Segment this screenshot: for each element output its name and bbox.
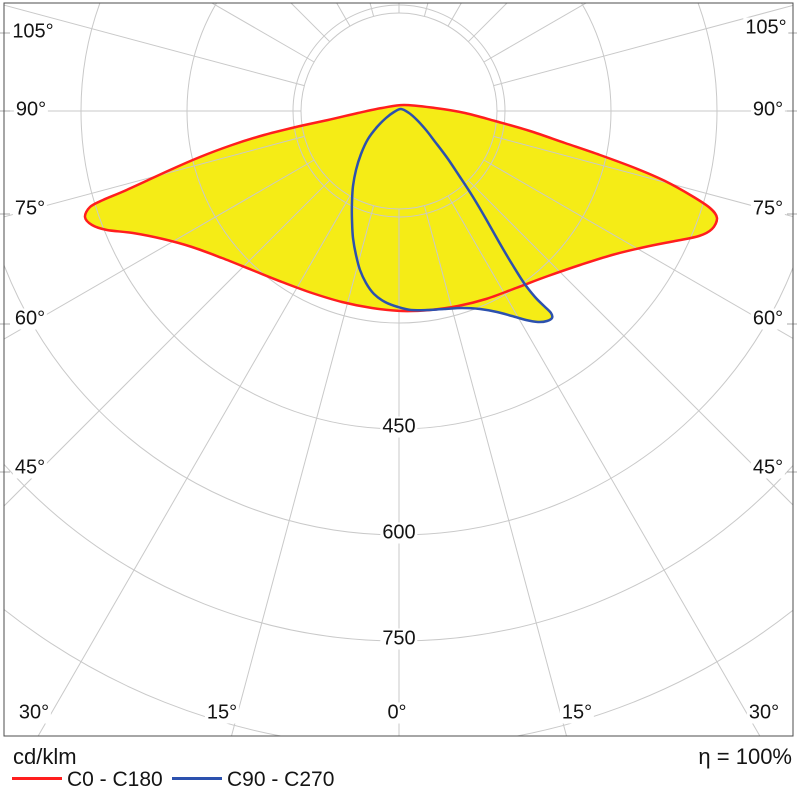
gamma-angle-label: 75° xyxy=(12,197,48,220)
grid-spoke-105 xyxy=(493,4,793,87)
grid-spoke-195 xyxy=(369,3,375,17)
grid-spoke-165 xyxy=(423,3,429,17)
unit-label: cd/klm xyxy=(13,744,77,769)
gamma-angle-label: 60° xyxy=(12,307,48,330)
radial-value-label: 750 xyxy=(380,627,418,650)
efficiency-label: η = 100% xyxy=(698,744,792,769)
grid-spoke-60 xyxy=(483,159,793,340)
legend: C0 - C180 C90 - C270 xyxy=(0,768,800,791)
gamma-angle-label: 60° xyxy=(750,307,786,330)
c90-c270-fill xyxy=(351,108,553,323)
gamma-angle-label: 30° xyxy=(746,701,782,724)
gamma-angle-label: 15° xyxy=(559,701,595,724)
grid-spoke-285 xyxy=(4,135,305,218)
grid-spoke-15 xyxy=(423,205,568,736)
gamma-angle-label: 45° xyxy=(750,456,786,479)
grid-spoke-75 xyxy=(493,135,793,218)
edge-ticks xyxy=(0,32,797,473)
gamma-angle-label: 45° xyxy=(12,456,48,479)
grid-spoke-345 xyxy=(230,205,375,736)
gamma-angle-label: 105° xyxy=(743,16,789,39)
grid-spoke-30 xyxy=(447,195,761,736)
gamma-angle-label: 15° xyxy=(204,701,240,724)
c0-c180-curve xyxy=(83,103,719,313)
grid-ring-750 xyxy=(4,463,793,642)
grid-spoke-300 xyxy=(4,159,315,340)
radial-value-label: 600 xyxy=(380,521,418,544)
grid-spoke-315 xyxy=(4,179,331,507)
gamma-angle-label: 90° xyxy=(13,98,49,121)
c0-c180-swatch xyxy=(12,777,62,780)
c90-c270-curve xyxy=(350,107,554,324)
grid-spoke-330 xyxy=(37,195,351,736)
grid-spoke-45 xyxy=(467,179,793,506)
gamma-angle-label: 30° xyxy=(16,701,52,724)
gamma-angle-label: 90° xyxy=(750,98,786,121)
c0-c180-label: C0 - C180 xyxy=(67,768,163,791)
gamma-angle-label: 105° xyxy=(10,20,56,43)
c90-c270-label: C90 - C270 xyxy=(227,768,335,791)
c90-c270-swatch xyxy=(172,777,222,780)
grid-spoke-255 xyxy=(4,4,305,87)
radial-value-label: 450 xyxy=(380,415,418,438)
gamma-angle-label: 75° xyxy=(750,197,786,220)
plot-frame xyxy=(3,2,794,737)
gamma-angle-label: 0° xyxy=(385,701,409,724)
